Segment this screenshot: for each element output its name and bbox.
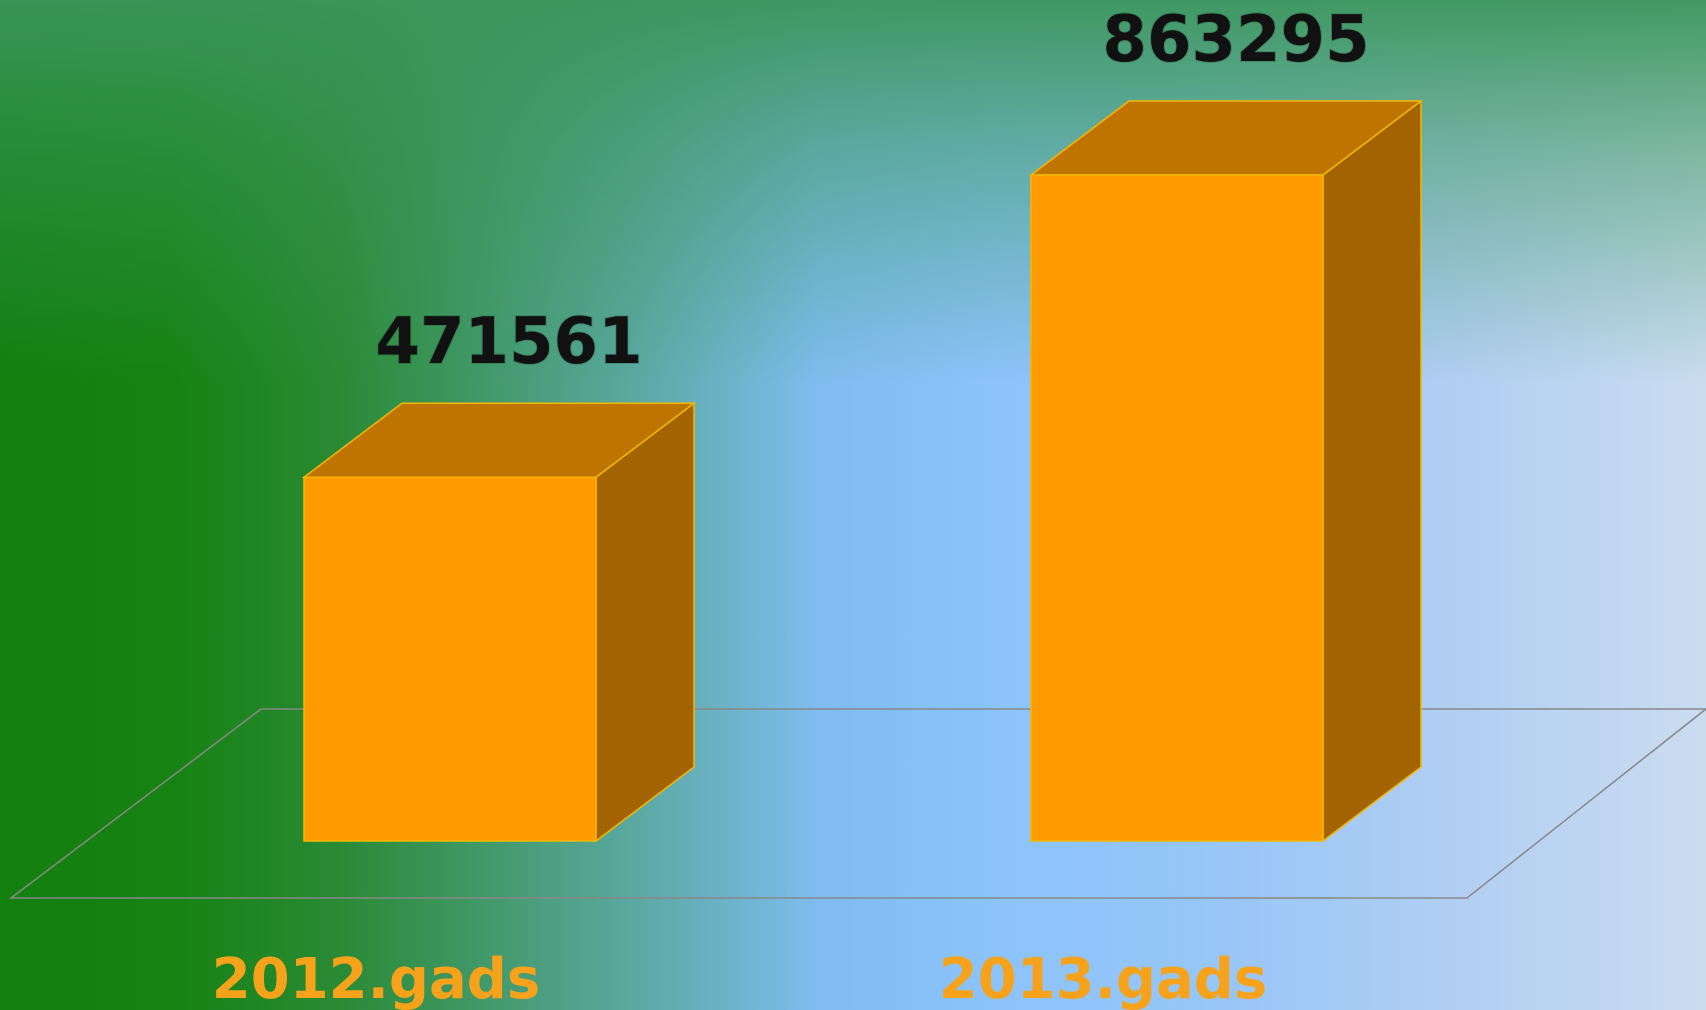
bar [301,401,697,843]
bar-front [1030,174,1324,842]
bar-side [1322,99,1422,843]
x-tick-label: 2013.gads [939,947,1267,1010]
value-label: 863295 [1102,3,1369,77]
x-tick-label: 2012.gads [212,947,540,1010]
floor [8,708,1706,899]
bar-front [303,476,597,842]
bar [1028,99,1424,843]
value-label: 471561 [375,305,642,379]
bar-side [595,401,695,843]
